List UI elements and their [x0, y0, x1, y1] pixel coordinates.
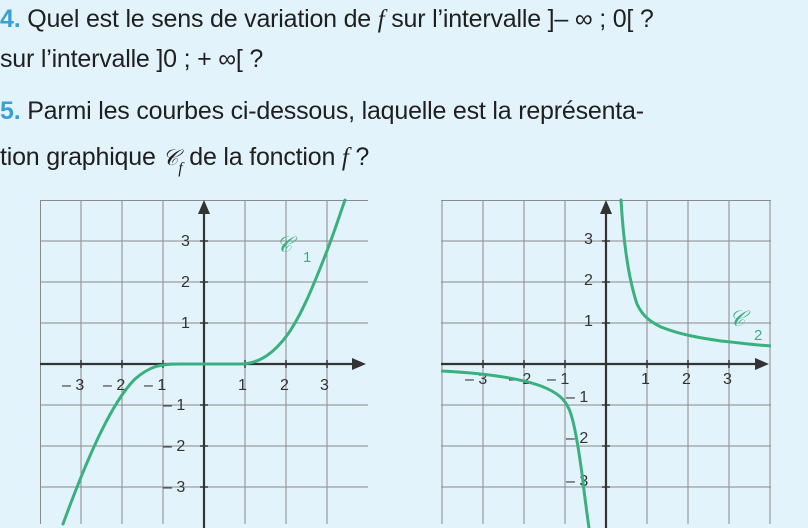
- function-f: f: [377, 6, 385, 33]
- question-5-text-4: ?: [348, 143, 370, 171]
- graph-c1-xtick: – 3: [62, 377, 84, 394]
- curve-c2-branch-left: [441, 369, 591, 528]
- graph-c2-xtick: – 1: [547, 371, 569, 388]
- graph-c1-ticks: [80, 240, 328, 488]
- function-f: f: [341, 144, 349, 171]
- graph-c1-curve-label: 𝒞: [276, 233, 298, 258]
- graph-c2-ticks: [482, 240, 730, 488]
- question-4-line-2: sur l’intervalle ]0 ; + ∞[ ?: [0, 45, 264, 73]
- question-5-line-2: tion graphique 𝒞f de la fonction f ?: [0, 142, 369, 184]
- curve-symbol: 𝒞: [162, 146, 179, 171]
- graph-c2-xtick: 3: [723, 371, 732, 388]
- graph-c1-xtick: 3: [320, 377, 329, 394]
- graph-c2-ytick: 2: [584, 272, 593, 289]
- graph-c1-xtick: 1: [238, 377, 247, 394]
- question-5-number: 5.: [0, 97, 21, 125]
- graph-c1-ytick: – 3: [163, 479, 185, 496]
- graph-c2-xtick: 1: [641, 371, 650, 388]
- question-5-text-3: de la fonction: [182, 143, 342, 171]
- question-5-text: Parmi les courbes ci-dessous, laquelle e…: [20, 97, 644, 125]
- graph-c1-ytick: 2: [181, 274, 190, 291]
- graph-c1-x-arrow: [352, 358, 366, 370]
- graph-c1-xtick: – 2: [103, 377, 125, 394]
- question-5-text-2: tion graphique: [0, 143, 163, 171]
- graph-c2-ytick: 1: [584, 313, 593, 330]
- graph-c1-curve-label-sub: 1: [303, 249, 311, 266]
- graph-c1-y-arrow: [198, 200, 210, 214]
- graph-c1-xtick: – 1: [144, 377, 166, 394]
- graph-c2-curve-label: 𝒞: [729, 307, 751, 332]
- curve-c1: [61, 198, 347, 526]
- graph-c2-y-arrow: [600, 200, 612, 214]
- graph-c2-curve-label-sub: 2: [754, 327, 762, 344]
- graph-c2-x-arrow: [755, 358, 769, 370]
- curve-c2-branch-right: [619, 198, 771, 348]
- question-5-line-1: 5. Parmi les courbes ci-dessous, laquell…: [0, 96, 644, 126]
- graph-c2: – 3 – 2 – 1 1 2 3 3 2 1 – 1 – 2 – 3 𝒞 2: [441, 198, 771, 528]
- question-4-interval-1: sur l’intervalle ]– ∞ ; 0[ ?: [384, 5, 654, 33]
- graph-c2-ytick: – 1: [566, 389, 588, 406]
- graph-c1: – 3 – 2 – 1 1 2 3 3 2 1 – 1 – 2 – 3 𝒞 1: [40, 198, 368, 528]
- graph-c2-xtick: 2: [682, 371, 691, 388]
- curve-subscript: f: [178, 160, 183, 177]
- graph-c2-ytick: 3: [584, 231, 593, 248]
- graph-c1-ytick: 1: [181, 315, 190, 332]
- graph-c1-ytick: – 2: [163, 438, 185, 455]
- graph-c1-ytick: 3: [181, 233, 190, 250]
- question-4-line-1: 4. Quel est le sens de variation de f su…: [0, 4, 654, 35]
- question-4-number: 4.: [0, 5, 21, 33]
- question-4-text: Quel est le sens de variation de: [20, 5, 378, 33]
- graph-c1-xtick: 2: [280, 377, 289, 394]
- graph-c1-ytick: – 1: [163, 397, 185, 414]
